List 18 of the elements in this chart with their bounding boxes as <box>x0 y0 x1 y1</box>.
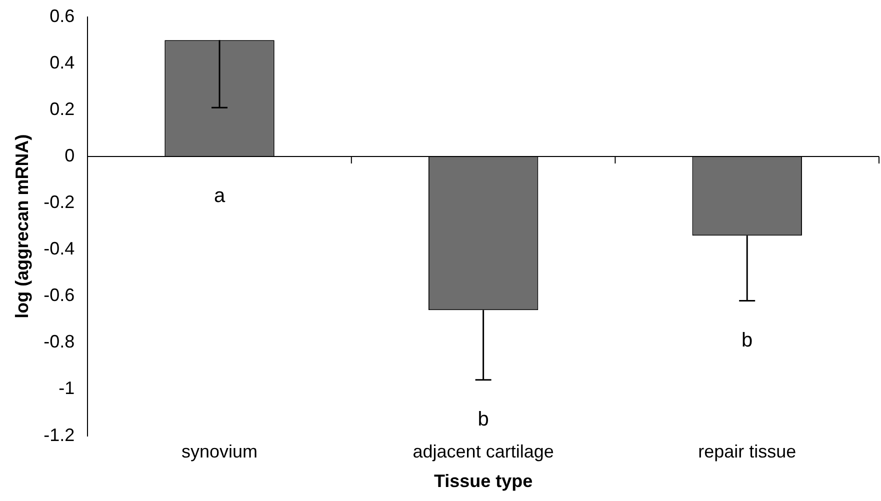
y-tick-label: 0 <box>64 145 75 166</box>
y-tick-label: 0.6 <box>50 6 75 26</box>
annotation: b <box>742 329 753 352</box>
x-tick-label: synovium <box>182 442 258 462</box>
y-tick-label: 0.2 <box>50 98 75 119</box>
y-tick-label: 0.4 <box>50 52 75 72</box>
y-tick-label: -0.2 <box>44 192 75 212</box>
x-tick-label: repair tissue <box>698 442 796 462</box>
y-tick-label: -1.2 <box>44 424 75 445</box>
annotation: b <box>478 408 489 430</box>
y-axis-title: log (aggrecan mRNA) <box>12 134 32 318</box>
x-tick-label: adjacent cartilage <box>412 442 554 462</box>
y-tick-label: -0.6 <box>44 285 75 306</box>
y-tick-label: -1 <box>58 378 75 398</box>
x-axis-title: Tissue type <box>434 471 533 492</box>
y-tick-label: -0.8 <box>44 332 75 352</box>
y-tick-label: -0.4 <box>44 238 75 259</box>
annotation: a <box>214 184 226 207</box>
